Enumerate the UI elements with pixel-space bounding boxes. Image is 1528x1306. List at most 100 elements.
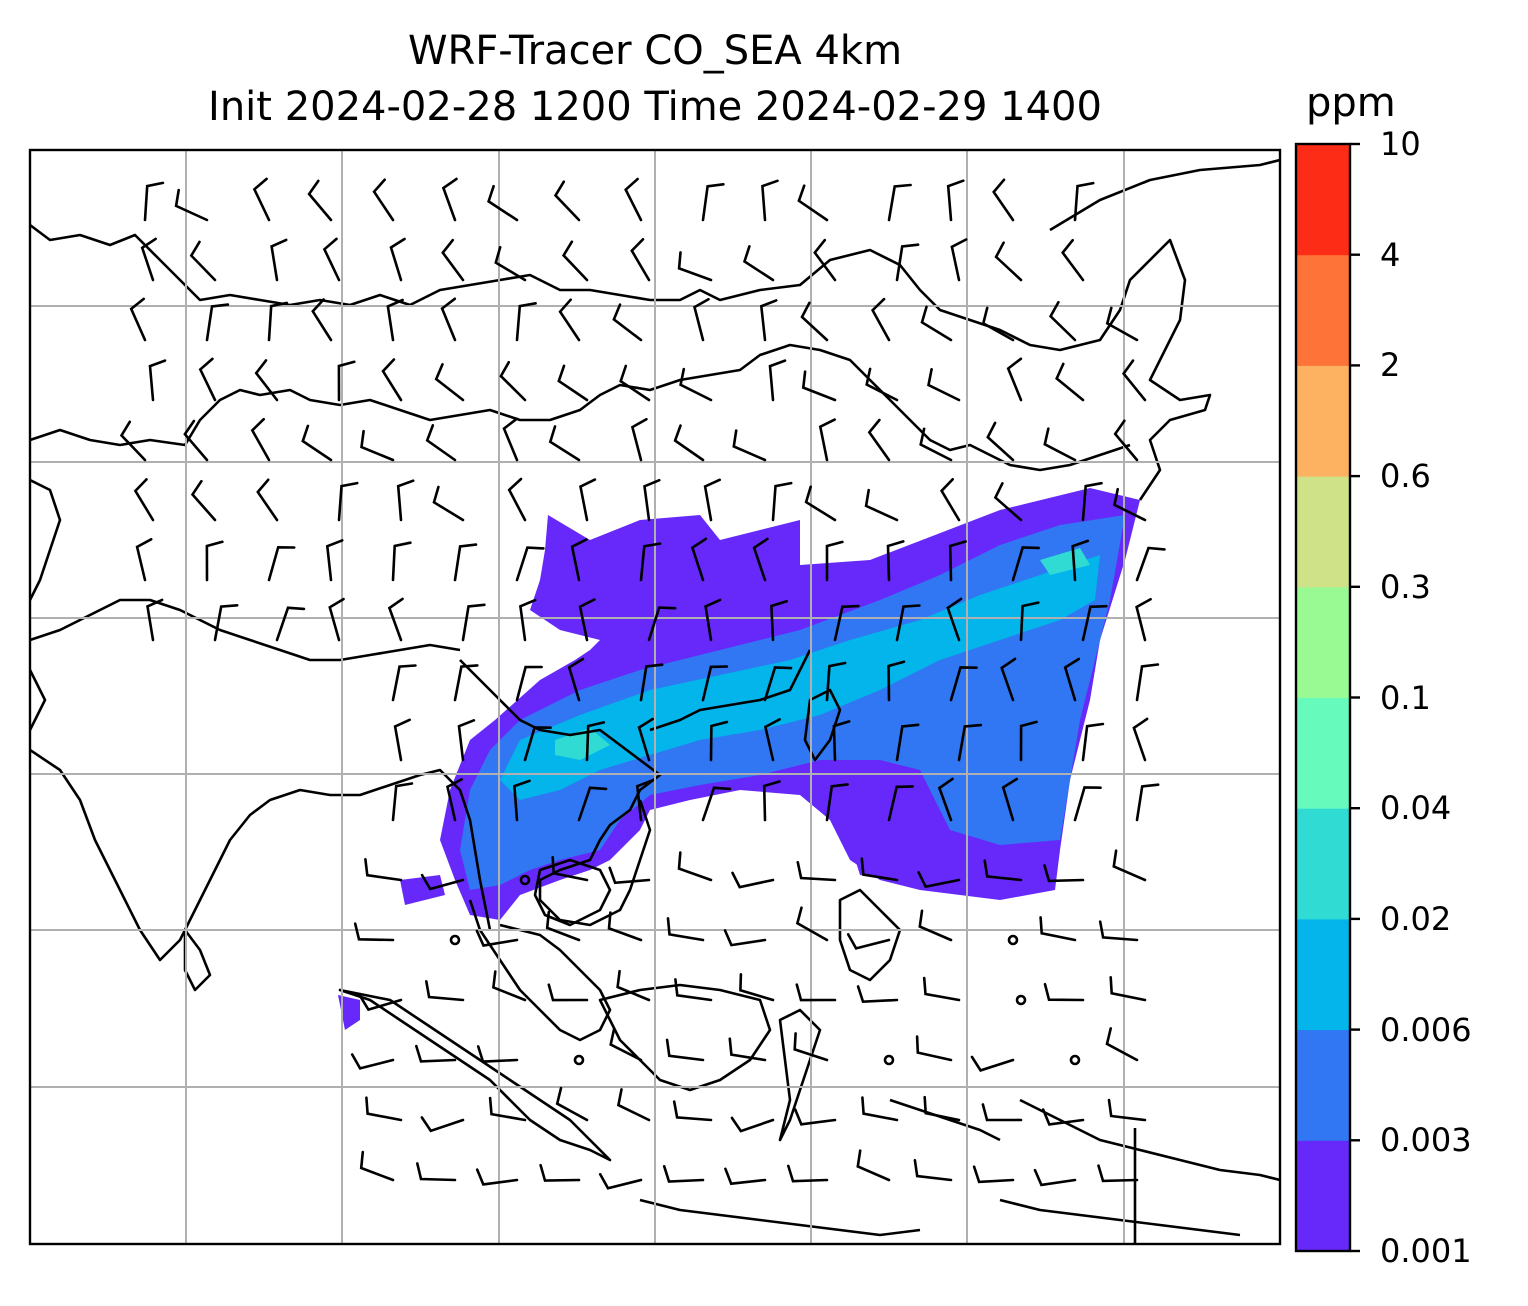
- colorbar-segment: [1296, 254, 1350, 366]
- wind-barb: [917, 871, 961, 889]
- wind-barb: [453, 543, 478, 582]
- wind-barb: [1112, 849, 1147, 882]
- colorbar-tick-label: 0.1: [1380, 678, 1431, 717]
- wind-barb: [252, 177, 271, 222]
- wind-barb: [939, 478, 961, 522]
- wind-barb: [1073, 786, 1102, 822]
- wind-barb-calm: [883, 1054, 895, 1066]
- wind-barb: [860, 857, 899, 882]
- wind-barb: [723, 929, 767, 947]
- wind-barb: [761, 179, 779, 222]
- wind-barb: [148, 359, 167, 402]
- wind-barb: [846, 933, 891, 950]
- map-frame: [28, 148, 1282, 1246]
- wind-barb: [135, 538, 153, 582]
- wind-barb: [624, 177, 643, 222]
- wind-barb: [577, 786, 608, 822]
- wind-barb: [919, 427, 953, 462]
- wind-barb: [1019, 720, 1038, 762]
- wind-barb: [396, 479, 415, 522]
- wind-barb: [825, 661, 847, 702]
- wind-barb: [1135, 783, 1160, 822]
- wind-barb: [1081, 604, 1108, 642]
- wind-barb: [387, 597, 404, 642]
- wind-barb: [547, 983, 589, 1002]
- wind-barb: [856, 1149, 891, 1182]
- wind-barb: [1081, 481, 1103, 522]
- wind-barb: [1113, 487, 1147, 522]
- wind-barb: [359, 1150, 395, 1182]
- wind-barb: [1011, 546, 1040, 582]
- wind-barb: [425, 424, 457, 462]
- colorbar-segment: [1296, 1140, 1350, 1252]
- wind-barb: [190, 479, 217, 522]
- coastlines: [30, 158, 1280, 1244]
- wind-barb: [350, 1053, 395, 1070]
- wind-barb: [630, 238, 651, 282]
- wind-barb: [578, 598, 596, 642]
- wind-barbs: [119, 177, 1166, 1190]
- chart-subtitle: Init 2024-02-28 1200 Time 2024-02-29 140…: [208, 84, 1102, 130]
- wind-barb: [690, 537, 708, 582]
- wind-barb: [213, 604, 239, 642]
- colorbar-segment: [1296, 476, 1350, 588]
- wind-barb: [818, 418, 836, 462]
- wind-barb: [635, 779, 654, 822]
- wind-barb: [937, 777, 954, 822]
- wind-barb: [861, 1096, 899, 1122]
- wind-barb: [833, 604, 860, 642]
- wind-barb: [647, 606, 677, 642]
- wind-barb: [1061, 238, 1085, 282]
- wind-barb: [800, 301, 829, 342]
- wind-barb: [328, 597, 345, 642]
- wind-barb: [1063, 657, 1081, 702]
- wind-barb: [643, 478, 661, 522]
- wind-barb: [570, 538, 588, 582]
- wind-barb: [325, 539, 344, 582]
- wind-barb: [548, 425, 581, 462]
- wind-barb: [440, 297, 457, 342]
- wind-barb: [1019, 601, 1040, 642]
- wind-barb: [557, 364, 589, 402]
- wind-barb: [795, 906, 829, 942]
- wind-barb: [502, 417, 519, 462]
- wind-barb: [946, 597, 963, 642]
- wind-barb-calm: [1007, 934, 1019, 946]
- wind-barb: [616, 1088, 651, 1122]
- wind-barb: [639, 663, 664, 702]
- wind-barb: [1043, 864, 1085, 883]
- wind-barb: [391, 782, 414, 822]
- wind-barb: [555, 1086, 589, 1122]
- wind-barb: [515, 302, 537, 342]
- wind-barb: [1105, 306, 1139, 342]
- wind-barb: [813, 238, 837, 282]
- wind-barb: [461, 603, 486, 642]
- wind-barb: [129, 297, 147, 342]
- wind-barb: [887, 785, 914, 822]
- wind-barb: [886, 540, 905, 582]
- wind-barb: [551, 856, 589, 882]
- wind-barb: [453, 664, 479, 702]
- wind-barb: [585, 721, 606, 762]
- wind-barb: [434, 363, 465, 402]
- wind-barb: [672, 1100, 713, 1122]
- colorbar-tick-label: 10: [1380, 125, 1421, 163]
- wind-barb: [391, 664, 417, 702]
- wind-barb: [322, 237, 341, 282]
- wind-barb: [983, 859, 1023, 882]
- wind-barb: [1097, 1164, 1139, 1183]
- wind-barb: [1043, 982, 1085, 1002]
- wind-barb: [701, 183, 725, 222]
- wind-barb: [616, 969, 651, 1002]
- plume-level-0.02-b: [1040, 548, 1090, 575]
- wind-barb: [895, 723, 920, 762]
- wind-barb: [488, 1096, 527, 1122]
- wind-barb: [391, 541, 412, 582]
- wind-barb: [864, 488, 899, 522]
- wind-barb: [609, 1027, 643, 1062]
- wind-barb: [598, 1173, 643, 1190]
- wind-barb: [742, 245, 775, 282]
- wind-barb: [1001, 777, 1019, 822]
- wind-barb: [561, 240, 589, 282]
- wind-barb: [949, 666, 978, 702]
